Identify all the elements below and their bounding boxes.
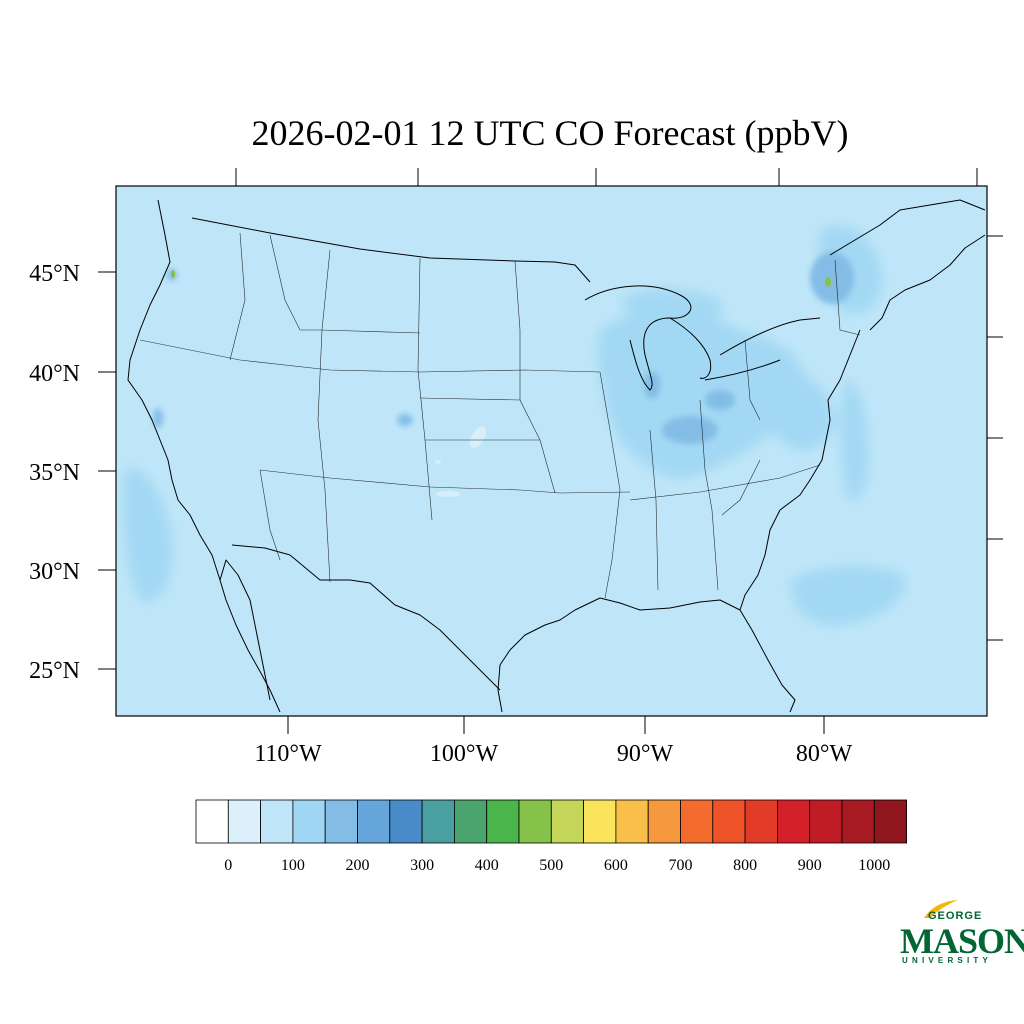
logo-george: GEORGE bbox=[928, 910, 983, 922]
montreal-hotspot bbox=[810, 252, 854, 304]
colorbar-tick-label: 800 bbox=[733, 857, 757, 874]
peak-montreal bbox=[825, 277, 831, 287]
state-borders bbox=[139, 232, 861, 599]
sf-hotspot bbox=[153, 408, 163, 428]
laurel-icon bbox=[924, 900, 958, 918]
page-title: 2026-02-01 12 UTC CO Forecast (ppbV) bbox=[251, 113, 849, 153]
colorbar-cell bbox=[292, 799, 326, 844]
denver-hotspot bbox=[397, 414, 413, 426]
colorbar-cell bbox=[389, 799, 423, 844]
colorbar-cell bbox=[227, 799, 262, 844]
maine-coast bbox=[869, 234, 986, 331]
great-lakes bbox=[584, 285, 821, 391]
colorbar-cell bbox=[486, 799, 520, 844]
colorbar-cell bbox=[550, 799, 584, 844]
ohio-hotspot bbox=[662, 416, 718, 444]
lat-label: 30°N bbox=[29, 559, 80, 585]
colorbar-cell bbox=[453, 799, 488, 844]
peak-portland bbox=[171, 270, 175, 278]
map-ticks bbox=[98, 168, 1003, 734]
baja-coast bbox=[219, 559, 271, 701]
colorbar-cell bbox=[873, 799, 907, 844]
colorbar-cell bbox=[680, 799, 714, 844]
lon-label: 90°W bbox=[617, 741, 674, 767]
pacific-shading bbox=[123, 468, 173, 602]
coastline-and-borders bbox=[127, 199, 986, 713]
appalachia-shading bbox=[758, 367, 835, 451]
colorbar-cell bbox=[260, 799, 294, 844]
lon-label: 80°W bbox=[796, 741, 853, 767]
lat-label: 45°N bbox=[29, 261, 80, 287]
atlantic-plume-shading bbox=[840, 380, 869, 501]
lon-label: 110°W bbox=[254, 741, 322, 767]
colorbar-tick-label: 0 bbox=[224, 857, 232, 874]
gmu-logo: GEORGE MASON UNIVERSITY bbox=[898, 898, 1024, 970]
colorbar-cell bbox=[777, 799, 811, 844]
logo-university: UNIVERSITY bbox=[902, 956, 993, 965]
lat-label: 40°N bbox=[29, 361, 80, 387]
colorbar-tick-label: 400 bbox=[475, 857, 499, 874]
logo-mason: MASON bbox=[900, 921, 1024, 961]
great-lakes-shading bbox=[620, 288, 722, 330]
colorbar-cell bbox=[809, 799, 843, 844]
atlantic-coastline bbox=[739, 329, 861, 713]
colorbar-tick-label: 1000 bbox=[858, 857, 890, 874]
colorbar-tick-label: 700 bbox=[669, 857, 693, 874]
lon-label: 100°W bbox=[430, 741, 499, 767]
pacific-coastline bbox=[127, 199, 281, 713]
colorbar-tick-label: 200 bbox=[346, 857, 370, 874]
indiana-hotspot bbox=[705, 390, 735, 410]
colorbar-cell bbox=[744, 799, 778, 844]
map-area bbox=[116, 186, 987, 716]
gulf-coastline bbox=[497, 597, 741, 713]
low-co-patches bbox=[435, 426, 486, 497]
colorbar-cell bbox=[518, 799, 552, 844]
lat-label: 25°N bbox=[29, 658, 80, 684]
map-frame bbox=[115, 185, 988, 717]
colorbar-tick-label: 900 bbox=[798, 857, 822, 874]
colorbar-tick-label: 300 bbox=[410, 857, 434, 874]
canada-us-border bbox=[191, 217, 591, 283]
colorbar-cell bbox=[195, 799, 229, 844]
gulf-shading bbox=[790, 566, 906, 626]
latitude-labels: 45°N 40°N 35°N 30°N 25°N bbox=[29, 261, 80, 684]
colorbar-cell bbox=[647, 799, 681, 844]
mexico-us-border bbox=[231, 544, 501, 691]
colorbar-cell bbox=[583, 799, 617, 844]
colorbar-cell bbox=[357, 799, 391, 844]
co-hotspots bbox=[153, 252, 854, 444]
colorbar-tick-label: 100 bbox=[281, 857, 305, 874]
colorbar-cell bbox=[841, 799, 875, 844]
lat-label: 35°N bbox=[29, 460, 80, 486]
colorbar-tick-label: 600 bbox=[604, 857, 628, 874]
colorbar-tick-labels: 0 100 200 300 400 500 600 700 800 900 1000 bbox=[224, 857, 890, 874]
colorbar-cell bbox=[615, 799, 649, 844]
colorbar-cell bbox=[324, 799, 358, 844]
ohio-valley-shading bbox=[597, 311, 806, 480]
colorbar bbox=[195, 799, 907, 844]
colorbar-cell bbox=[712, 799, 746, 844]
canada-east bbox=[829, 199, 986, 256]
colorbar-cell bbox=[421, 799, 455, 844]
colorbar-tick-label: 500 bbox=[539, 857, 563, 874]
longitude-labels: 110°W 100°W 90°W 80°W bbox=[254, 741, 852, 767]
